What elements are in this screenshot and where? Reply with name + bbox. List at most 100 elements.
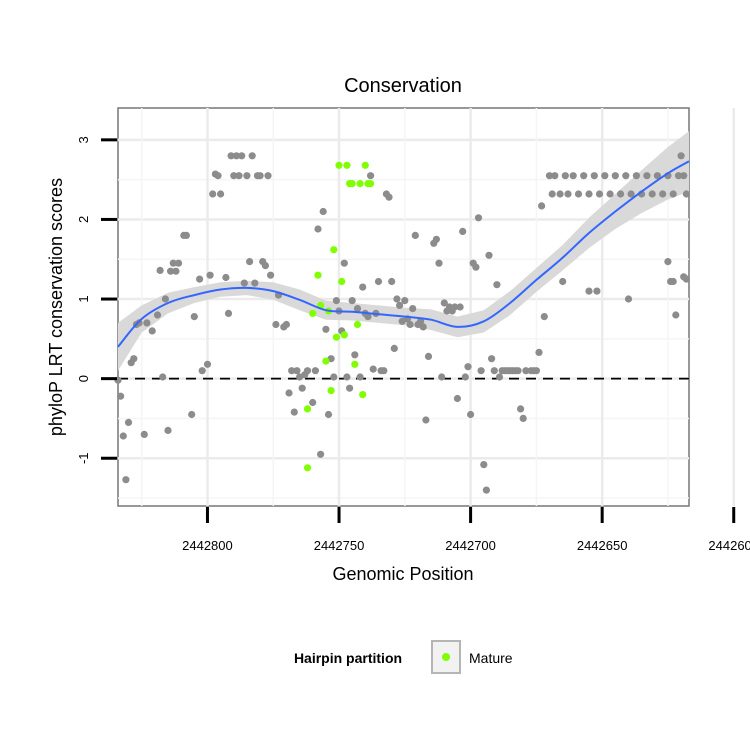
data-point-mature: [322, 357, 330, 365]
data-point: [467, 410, 475, 419]
legend: Hairpin partition Mature: [294, 640, 513, 674]
data-point: [680, 172, 688, 180]
data-point: [482, 486, 490, 494]
data-point: [551, 172, 559, 180]
data-point: [664, 258, 672, 266]
data-point-mature: [356, 180, 364, 188]
data-point: [256, 172, 264, 180]
data-point-mature: [343, 161, 351, 169]
data-point-mature: [348, 180, 356, 188]
data-point: [595, 190, 604, 198]
legend-key-dot: [442, 653, 450, 661]
y-tick-label: -1: [76, 452, 91, 464]
data-point: [322, 325, 330, 333]
y-axis-ticks: -1 0 1 2 3: [76, 136, 117, 464]
y-tick-label: 2: [76, 216, 91, 223]
data-point: [409, 305, 417, 313]
data-point-mature: [303, 464, 312, 472]
data-point: [130, 355, 138, 363]
data-point: [153, 311, 162, 319]
data-point-mature: [335, 161, 343, 169]
data-point: [248, 152, 256, 160]
data-point: [432, 235, 440, 243]
data-point: [390, 344, 398, 352]
data-point: [224, 309, 233, 317]
data-point: [388, 277, 396, 286]
data-point: [243, 172, 251, 180]
data-point: [217, 190, 225, 198]
data-point: [356, 373, 364, 381]
data-point-mature: [327, 387, 335, 395]
data-point: [411, 231, 419, 239]
smooth-trend-line: [117, 160, 690, 348]
data-point: [585, 287, 593, 295]
data-point: [522, 367, 530, 375]
data-point: [230, 172, 238, 180]
data-point: [617, 190, 625, 198]
data-point: [285, 389, 293, 397]
x-tick-label: 2442750: [314, 538, 365, 553]
data-point: [653, 172, 662, 180]
data-point: [393, 295, 401, 303]
data-point-mature: [338, 277, 346, 286]
data-point: [545, 172, 554, 180]
legend-key-box: [431, 640, 461, 674]
y-tick-label: 0: [76, 375, 91, 382]
data-point: [632, 172, 641, 180]
data-point: [264, 172, 272, 180]
data-point: [143, 319, 151, 327]
data-point-mature: [359, 391, 367, 399]
data-point: [340, 259, 348, 267]
x-axis-label: Genomic Position: [332, 564, 473, 584]
data-point: [682, 275, 691, 283]
data-point: [311, 367, 319, 375]
data-point: [593, 287, 601, 295]
data-point: [246, 258, 254, 266]
x-tick-label: 2442600: [708, 538, 750, 553]
data-point: [601, 172, 609, 180]
data-point: [672, 311, 680, 319]
data-point: [288, 367, 296, 375]
data-point: [188, 410, 196, 419]
data-point: [203, 360, 212, 368]
data-point: [493, 281, 501, 289]
data-point: [282, 320, 290, 329]
data-point-mature: [351, 360, 359, 368]
data-point: [293, 367, 301, 375]
data-point: [488, 355, 496, 363]
data-point: [169, 259, 177, 267]
points-layer: [114, 152, 691, 494]
y-tick-label: 3: [76, 136, 91, 143]
data-point: [561, 172, 569, 180]
data-point: [435, 259, 443, 267]
data-point: [643, 172, 651, 180]
y-tick-label: 1: [76, 295, 91, 302]
data-point: [669, 277, 677, 286]
data-point: [622, 172, 630, 180]
data-point: [240, 279, 248, 287]
data-point: [461, 373, 469, 381]
data-point: [238, 152, 246, 160]
data-point: [627, 190, 635, 198]
data-point: [548, 190, 556, 198]
data-point: [332, 297, 340, 305]
data-point: [359, 283, 367, 291]
data-point: [290, 408, 298, 416]
x-tick-label: 2442800: [182, 538, 233, 553]
data-point: [298, 384, 306, 392]
data-point: [453, 394, 461, 403]
data-point: [495, 373, 504, 381]
data-point: [456, 303, 464, 311]
data-point: [232, 152, 240, 160]
chart-title: Conservation: [344, 75, 462, 97]
data-point: [369, 365, 377, 373]
data-point: [156, 266, 164, 274]
data-point: [380, 367, 388, 375]
data-point: [538, 202, 546, 210]
data-point-mature: [330, 246, 338, 254]
data-point: [590, 172, 598, 180]
data-point: [196, 275, 204, 283]
data-point: [214, 172, 222, 180]
